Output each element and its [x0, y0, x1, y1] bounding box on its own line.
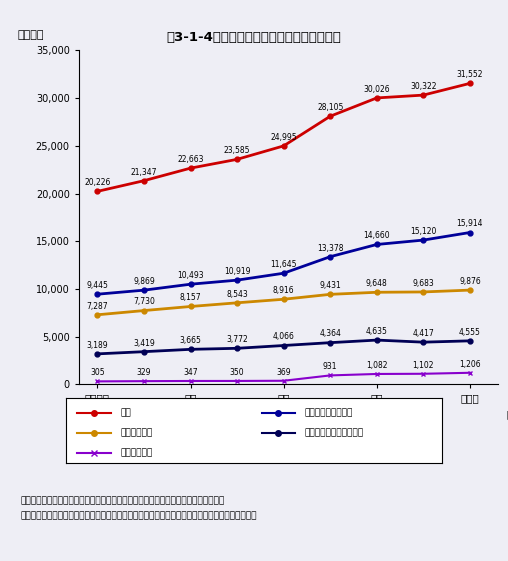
Text: 10,493: 10,493 [177, 271, 204, 280]
Text: 4,555: 4,555 [459, 328, 481, 337]
Text: 15,120: 15,120 [410, 227, 436, 236]
Text: （年度）: （年度） [506, 410, 508, 419]
Text: 350: 350 [230, 368, 244, 377]
Text: 28,105: 28,105 [317, 103, 343, 112]
Text: 31,552: 31,552 [457, 70, 483, 79]
Text: 23,585: 23,585 [224, 146, 250, 155]
Text: 21,347: 21,347 [131, 168, 157, 177]
Text: 1,082: 1,082 [366, 361, 388, 370]
Text: 347: 347 [183, 368, 198, 377]
Text: 22,663: 22,663 [177, 155, 204, 164]
Text: 9,683: 9,683 [412, 279, 434, 288]
Text: 注）１．助成費・政府出資金は、補助金のほか、委託費、出資金、分担金等を含む。: 注）１．助成費・政府出資金は、補助金のほか、委託費、出資金、分担金等を含む。 [20, 496, 225, 505]
Text: 11,645: 11,645 [270, 260, 297, 269]
Text: 9,445: 9,445 [86, 281, 108, 290]
Text: 助成費・政府出資金: 助成費・政府出資金 [305, 408, 353, 417]
Text: ２．科学技術基本計画の策定を踏まえ、平成８年度以降、対象経費の範囲が見直されている。: ２．科学技術基本計画の策定を踏まえ、平成８年度以降、対象経費の範囲が見直されてい… [20, 512, 257, 521]
Text: 国立試験研究機関等経費: 国立試験研究機関等経費 [305, 428, 364, 437]
Text: 931: 931 [323, 362, 337, 371]
Text: 9,869: 9,869 [133, 277, 155, 286]
Text: 4,417: 4,417 [412, 329, 434, 338]
Text: 329: 329 [137, 368, 151, 377]
Text: 4,364: 4,364 [319, 329, 341, 338]
Text: 9,876: 9,876 [459, 277, 481, 286]
Text: （億円）: （億円） [18, 30, 45, 40]
Text: 1,206: 1,206 [459, 360, 481, 369]
Text: 3,772: 3,772 [226, 335, 248, 344]
Text: 13,378: 13,378 [317, 243, 343, 252]
Text: 7,730: 7,730 [133, 297, 155, 306]
Text: 15,914: 15,914 [457, 219, 483, 228]
Text: 国立大学経費: 国立大学経費 [120, 428, 153, 437]
Text: 行政費その他: 行政費その他 [120, 448, 153, 457]
Text: 14,660: 14,660 [363, 231, 390, 240]
Text: 7,287: 7,287 [86, 302, 108, 311]
Text: 8,157: 8,157 [180, 293, 201, 302]
Text: 9,648: 9,648 [366, 279, 388, 288]
Text: 3,665: 3,665 [179, 336, 202, 345]
Text: 総額: 総額 [120, 408, 131, 417]
Text: 4,635: 4,635 [366, 327, 388, 336]
Text: 8,916: 8,916 [273, 286, 295, 295]
Text: 30,322: 30,322 [410, 82, 436, 91]
Text: 30,026: 30,026 [363, 85, 390, 94]
Text: 9,431: 9,431 [320, 281, 341, 290]
Text: 369: 369 [276, 367, 291, 376]
Text: 3,419: 3,419 [133, 338, 155, 347]
Text: 20,226: 20,226 [84, 178, 111, 187]
Text: 1,102: 1,102 [412, 361, 434, 370]
Text: 4,066: 4,066 [273, 332, 295, 341]
Text: 8,543: 8,543 [226, 289, 248, 298]
Text: 305: 305 [90, 368, 105, 377]
Text: 3,189: 3,189 [86, 341, 108, 350]
Text: 第3-1-4図　科学技術関係経費の項目別推移: 第3-1-4図 科学技術関係経費の項目別推移 [167, 31, 341, 44]
Text: 10,919: 10,919 [224, 267, 250, 276]
Text: 24,995: 24,995 [270, 133, 297, 142]
